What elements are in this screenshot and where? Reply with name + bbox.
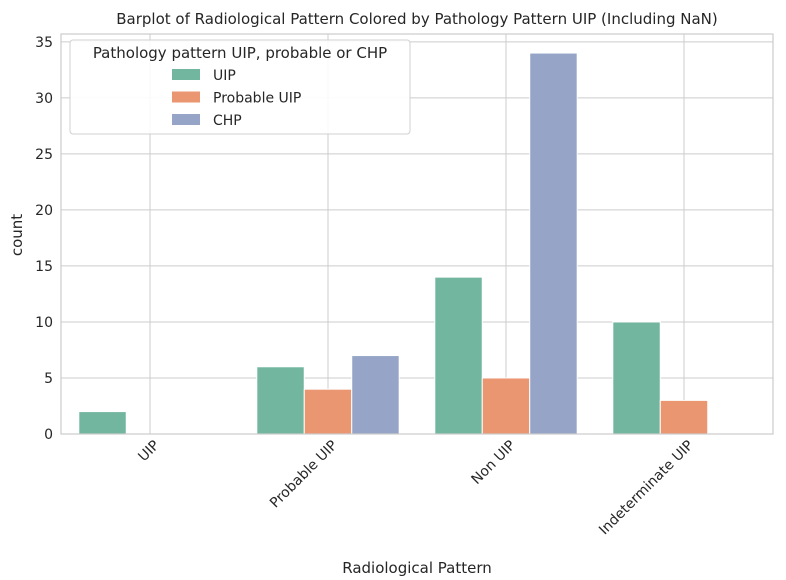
y-axis-label: count [8, 214, 26, 256]
y-tick-label: 35 [35, 35, 53, 51]
legend-label: CHP [213, 113, 242, 129]
x-tick-label: Probable UIP [267, 438, 341, 512]
y-tick-label: 30 [35, 91, 53, 107]
bar [481, 377, 531, 435]
legend-swatch [172, 114, 200, 125]
bar [659, 399, 709, 435]
x-axis-label: Radiological Pattern [342, 559, 492, 577]
y-tick-label: 5 [44, 371, 53, 387]
legend: Pathology pattern UIP, probable or CHP U… [69, 39, 411, 135]
x-tick-label: Indeterminate UIP [596, 438, 697, 539]
y-tick-label: 20 [35, 203, 53, 219]
bar [529, 52, 578, 435]
bar [256, 366, 305, 435]
bar [303, 388, 353, 435]
legend-title: Pathology pattern UIP, probable or CHP [93, 44, 387, 62]
plot-frame [60, 33, 774, 435]
y-tick-label: 15 [35, 259, 53, 275]
bar [612, 321, 661, 435]
legend-box [69, 39, 411, 135]
y-tick-label: 10 [35, 315, 53, 331]
chart-title: Barplot of Radiological Pattern Colored … [116, 10, 717, 28]
y-tick-label: 0 [44, 427, 53, 443]
x-tick-label: Non UIP [468, 438, 518, 488]
legend-swatch [172, 69, 200, 80]
bar [78, 411, 127, 435]
y-tick-label: 25 [35, 147, 53, 163]
bar [351, 355, 400, 435]
bar [434, 276, 483, 435]
legend-swatch [172, 91, 200, 103]
legend-label: UIP [213, 68, 236, 84]
legend-label: Probable UIP [213, 91, 301, 107]
x-tick-label: UIP [135, 438, 162, 465]
